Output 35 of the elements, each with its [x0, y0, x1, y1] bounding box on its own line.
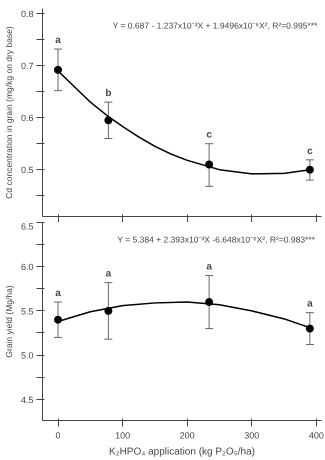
x-tick-label: 0 — [55, 430, 61, 440]
y-tick-label: 6.5 — [20, 222, 34, 232]
point — [104, 306, 112, 315]
point — [306, 324, 314, 333]
x-tick-label: 300 — [244, 430, 260, 440]
annotation: a — [55, 288, 62, 300]
annotation: Y = 5.384 + 2.393x10⁻³X -6.648x10⁻⁶X², R²=0.983*** — [117, 234, 316, 244]
annotation: a — [206, 262, 212, 273]
x-tick-label: 400 — [308, 430, 324, 440]
y-tick-label: 4.5 — [20, 394, 34, 405]
point — [205, 298, 214, 306]
point — [54, 66, 62, 74]
annotation: a — [55, 35, 62, 46]
x-tick-label: 200 — [180, 430, 195, 440]
y-tick-label: 6.0 — [20, 262, 34, 272]
y-axis-title: Grain yield (Mg/ha) — [4, 285, 14, 358]
y-tick-label: 5.5 — [20, 306, 34, 316]
annotation: c — [206, 130, 212, 141]
annotation: Y = 0.687 - 1.237x10⁻³X + 1.9496x10⁻⁶X², R²=0.995*** — [112, 20, 318, 30]
annotation: a — [106, 268, 112, 280]
point — [104, 116, 112, 124]
point — [306, 166, 314, 174]
y-tick-label: 0.6 — [20, 113, 34, 124]
y-tick-label: 0.5 — [20, 165, 34, 176]
y-tick-label: 5.0 — [20, 350, 34, 361]
y-axis-title: Cd concentration in grain (mg/kg on dry base) — [4, 26, 14, 199]
y-tick-label: 0.7 — [20, 61, 34, 72]
point — [205, 160, 214, 168]
annotation: c — [307, 146, 314, 157]
x-axis-title: K₂HPO₄ application (kg P₂O₅/ha) — [109, 446, 255, 458]
y-tick-label: 0.8 — [20, 9, 34, 20]
annotation: b — [105, 88, 112, 100]
point — [54, 316, 62, 324]
x-tick-label: 100 — [115, 430, 130, 440]
annotation: a — [307, 298, 314, 310]
